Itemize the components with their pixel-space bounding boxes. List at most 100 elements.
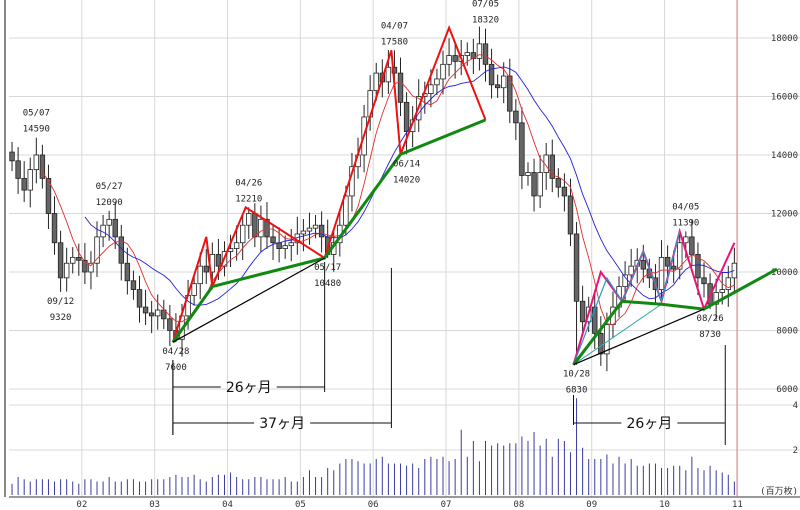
candle-down (513, 110, 519, 124)
candle-up (239, 224, 246, 244)
extreme-date-label: 08/26 (697, 314, 724, 324)
candle-down (397, 72, 404, 103)
candle-up (300, 230, 307, 235)
extreme-date-label: 05/17 (314, 263, 341, 273)
candle-up (385, 66, 392, 83)
trendline-black-support-1 (172, 257, 325, 343)
measure-label: 26ヶ月 (626, 416, 672, 432)
candle-down (215, 254, 222, 267)
extreme-price-label: 12090 (96, 198, 123, 208)
candle-up (683, 236, 689, 244)
candle-down (39, 154, 46, 179)
x-tick-label: 03 (149, 500, 160, 510)
candle-up (446, 55, 452, 65)
candle-up (106, 218, 112, 226)
candle-up (725, 277, 731, 290)
extreme-price-label: 11390 (672, 218, 699, 228)
candle-up (70, 256, 76, 264)
candle-down (531, 172, 537, 197)
candle-down (598, 333, 604, 355)
left-border (4, 0, 6, 497)
candle-up (501, 75, 507, 89)
candle-up (233, 242, 240, 249)
candle-up (428, 84, 434, 94)
candle-down (148, 312, 155, 317)
extreme-date-label: 10/28 (563, 370, 590, 380)
price-tick-label: 10000 (771, 268, 798, 278)
candle-down (573, 233, 580, 302)
candle-up (94, 236, 100, 264)
candle-down (561, 186, 568, 197)
candle-down (695, 254, 701, 279)
volume-unit-label: (百万枚) (760, 485, 798, 497)
extreme-price-label: 14590 (23, 125, 50, 135)
candle-up (63, 262, 70, 279)
x-tick-label: 06 (368, 500, 379, 510)
extreme-price-label: 10480 (314, 279, 341, 289)
candle-up (282, 245, 288, 250)
price-tick-label: 18000 (771, 34, 798, 44)
candle-up (604, 324, 610, 355)
measure-label: 26ヶ月 (226, 380, 272, 396)
price-tick-label: 14000 (771, 151, 798, 161)
candle-down (579, 300, 586, 323)
candle-down (57, 242, 64, 279)
candle-down (9, 151, 15, 162)
candle-down (592, 306, 598, 334)
candle-up (409, 119, 416, 133)
moving-average-short (42, 54, 735, 326)
candle-up (628, 265, 634, 276)
candle-up (434, 78, 440, 86)
candle-down (664, 256, 671, 267)
candle-down (203, 265, 209, 273)
measure-label: 37ヶ月 (259, 416, 305, 432)
candle-up (197, 265, 203, 285)
x-tick-label: 10 (659, 500, 670, 510)
candle-up (537, 172, 543, 197)
candle-up (88, 262, 94, 273)
x-tick-label: 02 (76, 500, 87, 510)
candle-up (373, 72, 379, 92)
candle-down (567, 195, 574, 235)
candle-down (15, 160, 21, 179)
trendline-black-support-2 (573, 308, 705, 366)
candle-down (549, 154, 555, 179)
extreme-date-label: 05/07 (23, 109, 50, 119)
candle-down (130, 280, 137, 290)
volume-tick-label: 2 (793, 446, 798, 456)
extreme-date-label: 04/26 (235, 178, 262, 188)
candle-down (494, 84, 501, 89)
extreme-date-label: 06/14 (393, 159, 420, 169)
candle-up (155, 309, 161, 317)
candle-up (719, 289, 725, 293)
candle-down (51, 213, 58, 244)
x-tick-label: 07 (441, 500, 452, 510)
x-tick-label: 11 (732, 500, 743, 510)
extreme-date-label: 05/27 (96, 182, 123, 192)
candle-down (136, 289, 143, 308)
extreme-date-label: 04/07 (381, 21, 408, 31)
candle-down (482, 43, 489, 65)
extreme-price-label: 8730 (699, 330, 721, 340)
candle-up (27, 169, 33, 191)
candle-down (124, 262, 131, 282)
extreme-price-label: 9320 (50, 313, 72, 323)
candle-down (112, 218, 118, 238)
extreme-date-label: 04/05 (672, 202, 699, 212)
trendline-cyan-fan-2 (573, 303, 662, 366)
price-tick-label: 12000 (771, 210, 798, 220)
price-tick-label: 16000 (771, 93, 798, 103)
candle-up (306, 227, 313, 232)
extreme-price-label: 18320 (472, 16, 499, 26)
trendline-cyan-fan-1 (572, 231, 681, 365)
candle-up (476, 43, 483, 59)
candle-down (507, 75, 513, 112)
candle-down (167, 318, 173, 331)
candle-down (82, 259, 88, 273)
candle-down (452, 55, 458, 62)
candle-up (677, 242, 683, 270)
candle-down (403, 101, 410, 132)
extreme-date-label: 09/12 (47, 297, 74, 307)
